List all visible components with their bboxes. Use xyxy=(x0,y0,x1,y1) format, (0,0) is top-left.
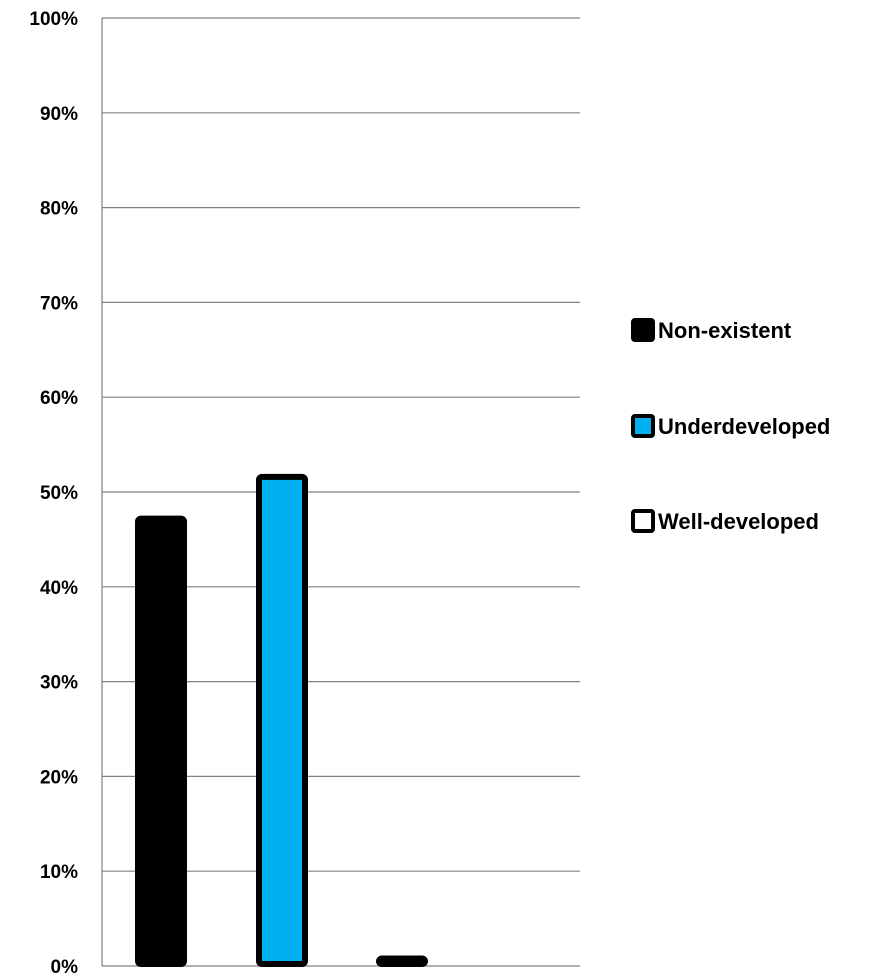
legend: Non-existent Underdeveloped Well-developed xyxy=(631,318,830,534)
bar-non-existent xyxy=(135,515,187,967)
y-axis-tick-labels: 0% 10% 20% 30% 40% 50% 60% 70% 80% 90% 100% xyxy=(29,9,78,975)
y-tick-label: 40% xyxy=(40,578,78,599)
y-tick-label: 30% xyxy=(40,673,78,694)
y-tick-label: 20% xyxy=(40,767,78,788)
y-tick-label: 100% xyxy=(29,9,78,30)
bars xyxy=(135,473,428,968)
legend-label: Underdeveloped xyxy=(658,414,830,439)
y-tick-label: 90% xyxy=(40,104,78,125)
legend-label: Non-existent xyxy=(658,318,792,343)
legend-item-well-developed: Well-developed xyxy=(631,509,819,534)
y-tick-label: 50% xyxy=(40,483,78,504)
legend-swatch xyxy=(631,509,655,533)
bar-underdeveloped xyxy=(256,473,308,967)
legend-swatch xyxy=(631,414,655,438)
bar-well-developed xyxy=(376,955,428,968)
y-tick-label: 0% xyxy=(51,957,79,975)
legend-swatch xyxy=(631,318,655,342)
legend-item-non-existent: Non-existent xyxy=(631,318,792,343)
y-tick-label: 10% xyxy=(40,862,78,883)
y-tick-label: 70% xyxy=(40,293,78,314)
y-tick-label: 60% xyxy=(40,388,78,409)
legend-item-underdeveloped: Underdeveloped xyxy=(631,414,830,439)
legend-label: Well-developed xyxy=(658,509,819,534)
y-tick-label: 80% xyxy=(40,199,78,220)
